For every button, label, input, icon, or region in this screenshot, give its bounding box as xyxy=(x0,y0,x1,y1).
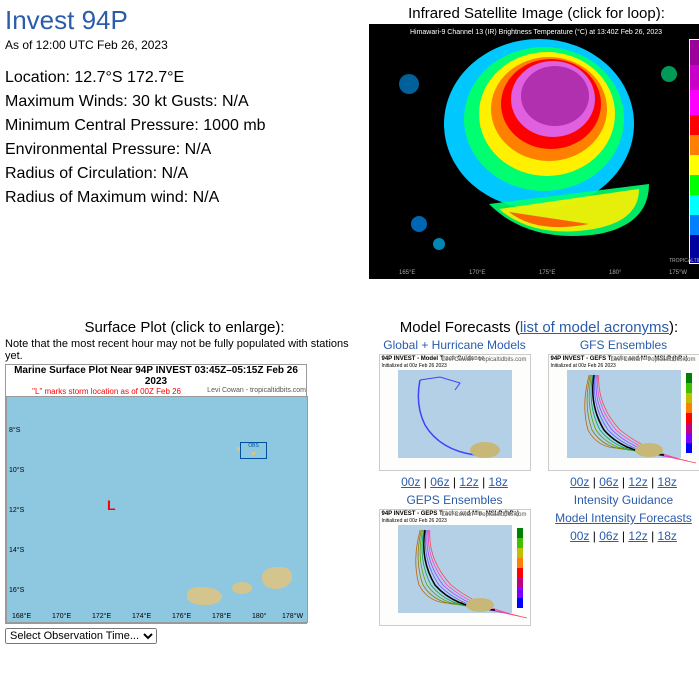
lon-label: 170°E xyxy=(52,613,71,620)
location-value: 12.7°S 172.7°E xyxy=(74,69,184,86)
lat-label: 12°S xyxy=(9,507,24,514)
lon-label: 172°E xyxy=(92,613,111,620)
lat-label: 14°S xyxy=(9,547,24,554)
envpress-value: N/A xyxy=(185,141,212,158)
run-link[interactable]: 12z xyxy=(628,475,647,489)
satellite-image[interactable]: Himawari-9 Channel 13 (IR) Brightness Te… xyxy=(369,24,699,279)
info-maxwinds: Maximum Winds: 30 kt Gusts: N/A xyxy=(5,90,359,114)
lon-label: 178°E xyxy=(212,613,231,620)
svg-text:175°E: 175°E xyxy=(539,270,555,276)
roc-label: Radius of Circulation: xyxy=(5,165,157,182)
model-label: Global + Hurricane Models xyxy=(374,338,535,352)
model-intensity-link[interactable]: Model Intensity Forecasts xyxy=(555,511,692,525)
model-cell: GEPS Ensembles 94P INVEST - GEPS Tracks a… xyxy=(374,493,535,626)
svg-text:170°E: 170°E xyxy=(469,270,485,276)
info-location: Location: 12.7°S 172.7°E xyxy=(5,66,359,90)
model-cell: GFS Ensembles 94P INVEST - GEFS Tracks an… xyxy=(543,338,699,489)
rmw-value: N/A xyxy=(193,189,220,206)
surface-note: Note that the most recent hour may not b… xyxy=(5,338,364,362)
surface-plot[interactable]: Marine Surface Plot Near 94P INVEST 03:4… xyxy=(5,364,307,624)
as-of-time: As of 12:00 UTC Feb 26, 2023 xyxy=(5,38,359,52)
run-link[interactable]: 06z xyxy=(599,475,618,489)
satellite-title: Infrared Satellite Image (click for loop… xyxy=(369,5,699,22)
model-title-prefix: Model Forecasts ( xyxy=(400,319,520,336)
info-pressure: Minimum Central Pressure: 1000 mb xyxy=(5,114,359,138)
run-link[interactable]: 06z xyxy=(599,529,618,543)
lon-label: 168°E xyxy=(12,613,31,620)
run-link[interactable]: 06z xyxy=(430,475,449,489)
sat-header-text: Himawari-9 Channel 13 (IR) Brightness Te… xyxy=(410,28,662,36)
surface-plot-title: Marine Surface Plot Near 94P INVEST 03:4… xyxy=(6,365,306,387)
run-link[interactable]: 00z xyxy=(570,475,589,489)
lon-label: 178°W xyxy=(282,613,303,620)
station-marker: OBS xyxy=(240,442,267,459)
surface-credit: Levi Cowan - tropicaltidbits.com xyxy=(207,387,306,394)
info-envpress: Environmental Pressure: N/A xyxy=(5,138,359,162)
maxwinds-value: 30 kt Gusts: N/A xyxy=(132,93,248,110)
svg-text:TROPICALTIDBITS.COM: TROPICALTIDBITS.COM xyxy=(669,258,699,264)
page-title: Invest 94P xyxy=(5,5,359,36)
lon-label: 174°E xyxy=(132,613,151,620)
svg-text:165°E: 165°E xyxy=(399,270,415,276)
observation-time-select[interactable]: Select Observation Time... xyxy=(5,628,157,644)
model-acronyms-link[interactable]: list of model acronyms xyxy=(520,319,669,336)
info-roc: Radius of Circulation: N/A xyxy=(5,162,359,186)
surface-plot-subtitle-text: "L" marks storm location as of 00Z Feb 2… xyxy=(32,387,181,396)
run-link[interactable]: 18z xyxy=(658,475,677,489)
surface-title: Surface Plot (click to enlarge): xyxy=(5,319,364,336)
model-thumb[interactable]: 94P INVEST - Model Track GuidanceInitial… xyxy=(379,354,531,471)
lat-label: 16°S xyxy=(9,587,24,594)
model-forecasts-title: Model Forecasts (list of model acronyms)… xyxy=(374,319,699,336)
run-link[interactable]: 18z xyxy=(489,475,508,489)
run-link[interactable]: 00z xyxy=(570,529,589,543)
surface-plot-subtitle: "L" marks storm location as of 00Z Feb 2… xyxy=(6,387,306,396)
model-label: GEPS Ensembles xyxy=(374,493,535,507)
svg-text:180°: 180° xyxy=(609,270,622,276)
model-cell: Global + Hurricane Models 94P INVEST - Mo… xyxy=(374,338,535,489)
pressure-label: Minimum Central Pressure: xyxy=(5,117,199,134)
maxwinds-label: Maximum Winds: xyxy=(5,93,128,110)
lat-label: 8°S xyxy=(9,427,20,434)
envpress-label: Environmental Pressure: xyxy=(5,141,180,158)
run-link[interactable]: 00z xyxy=(401,475,420,489)
model-cell: Intensity Guidance Model Intensity Foreca… xyxy=(543,493,699,626)
model-runs: 00z | 06z | 12z | 18z xyxy=(543,475,699,489)
pressure-value: 1000 mb xyxy=(203,117,265,134)
run-link[interactable]: 12z xyxy=(459,475,478,489)
model-runs: 00z | 06z | 12z | 18z xyxy=(543,529,699,543)
lon-label: 176°E xyxy=(172,613,191,620)
model-label: GFS Ensembles xyxy=(543,338,699,352)
lat-label: 10°S xyxy=(9,467,24,474)
run-link[interactable]: 18z xyxy=(658,529,677,543)
model-label: Intensity Guidance xyxy=(543,493,699,507)
storm-location-marker: L xyxy=(107,497,116,513)
run-link[interactable]: 12z xyxy=(628,529,647,543)
model-thumb[interactable]: 94P INVEST - GEPS Tracks and Min. MSLP (… xyxy=(379,509,531,626)
roc-value: N/A xyxy=(162,165,189,182)
info-rmw: Radius of Maximum wind: N/A xyxy=(5,186,359,210)
model-title-suffix: ): xyxy=(669,319,678,336)
lon-label: 180° xyxy=(252,613,266,620)
model-runs: 00z | 06z | 12z | 18z xyxy=(374,475,535,489)
rmw-label: Radius of Maximum wind: xyxy=(5,189,188,206)
svg-text:175°W: 175°W xyxy=(669,270,687,276)
model-thumb[interactable]: 94P INVEST - GEFS Tracks and Min. MSLP (… xyxy=(548,354,699,471)
location-label: Location: xyxy=(5,69,70,86)
